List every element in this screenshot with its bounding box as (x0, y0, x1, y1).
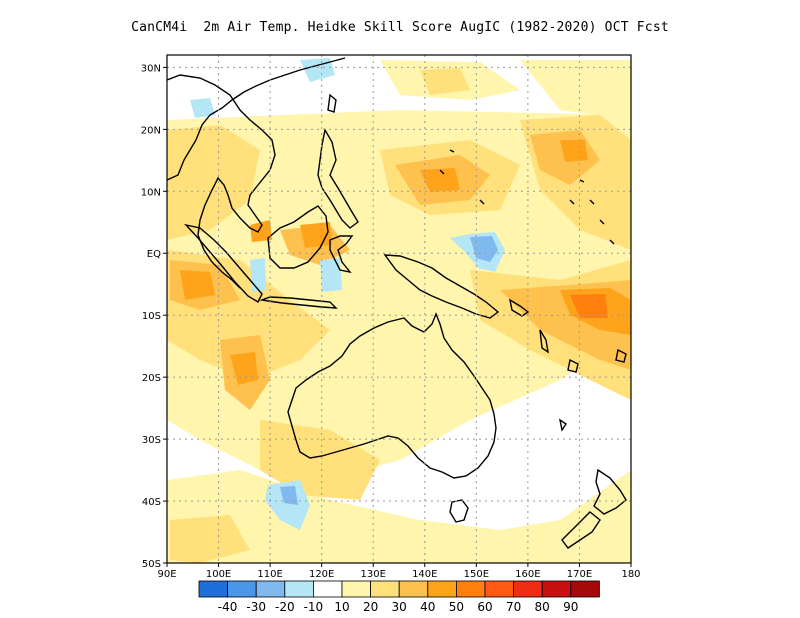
lon-tick-label: 90E (157, 569, 176, 580)
colorbar-swatch (455, 580, 486, 598)
colorbar-label: 90 (563, 600, 578, 614)
lat-tick-label: 10N (141, 187, 161, 198)
colorbar-swatch (341, 580, 372, 598)
lat-tick-label: 50S (142, 559, 161, 570)
lon-tick-label: 140E (412, 569, 437, 580)
colorbar-label: 70 (506, 600, 521, 614)
latitude-ticks: 30N 20N 10N EQ 10S 20S 30S 40S 50S (141, 63, 167, 570)
lat-tick-label: 30N (141, 63, 161, 74)
longitude-ticks: 90E 100E 110E 120E 130E 140E 150E 160E 170E 180 (157, 563, 641, 580)
colorbar-swatch (198, 580, 229, 598)
grid-lines (167, 55, 631, 563)
colorbar-labels: -40 -30 -20 -10 10 20 30 40 50 60 70 80 90 (218, 600, 579, 614)
colorbar-swatch (541, 580, 572, 598)
colorbar-swatch (312, 580, 343, 598)
colorbar-swatch (398, 580, 429, 598)
colorbar-swatch (484, 580, 515, 598)
lon-tick-label: 120E (309, 569, 334, 580)
lat-tick-label: 40S (142, 497, 161, 508)
lat-tick-label: 30S (142, 435, 161, 446)
lon-tick-label: 110E (257, 569, 282, 580)
lat-tick-label: 20S (142, 373, 161, 384)
lon-tick-label: 100E (206, 569, 231, 580)
colorbar-label: -20 (275, 600, 295, 614)
lon-tick-label: 170E (567, 569, 592, 580)
colorbar (198, 580, 600, 598)
colorbar-label: 30 (392, 600, 407, 614)
coastline-outlines (167, 57, 627, 549)
colorbar-swatch (370, 580, 400, 598)
colorbar-label: 10 (334, 600, 349, 614)
lon-tick-label: 180 (621, 569, 640, 580)
colorbar-swatch (284, 580, 314, 598)
colorbar-swatch (255, 580, 286, 598)
map-frame (166, 54, 632, 564)
lat-tick-label: 10S (142, 311, 161, 322)
lon-tick-label: 160E (515, 569, 540, 580)
colorbar-label: 40 (420, 600, 435, 614)
colorbar-label: -30 (246, 600, 266, 614)
lat-tick-label: EQ (147, 249, 161, 260)
colorbar-label: 60 (477, 600, 492, 614)
colorbar-swatch (427, 580, 457, 598)
colorbar-label: 80 (535, 600, 550, 614)
lon-tick-label: 150E (464, 569, 489, 580)
colorbar-swatch (570, 580, 600, 598)
skill-field (167, 55, 631, 563)
page-title: CanCM4i 2m Air Temp. Heidke Skill Score … (131, 20, 669, 35)
colorbar-swatch (513, 580, 543, 598)
lat-tick-label: 20N (141, 125, 161, 136)
colorbar-label: -10 (304, 600, 324, 614)
colorbar-swatch (227, 580, 257, 598)
colorbar-label: -40 (218, 600, 238, 614)
colorbar-label: 50 (449, 600, 464, 614)
lon-tick-label: 130E (361, 569, 386, 580)
colorbar-label: 20 (363, 600, 378, 614)
